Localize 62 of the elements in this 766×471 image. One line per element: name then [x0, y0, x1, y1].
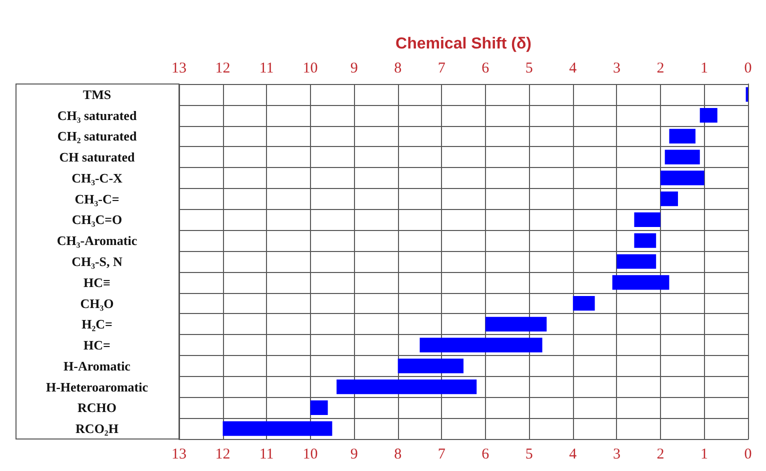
y-tick-label: CH₂ saturated	[57, 128, 138, 144]
bar	[660, 192, 678, 206]
bar	[700, 108, 718, 123]
y-tick-label: H-Aromatic	[64, 358, 131, 374]
bar	[420, 338, 542, 352]
bar	[310, 400, 328, 415]
bar	[572, 296, 595, 311]
bar	[660, 170, 704, 186]
x-tick-label: 10	[302, 446, 318, 462]
bar	[616, 254, 656, 269]
y-tick-label: TMS	[82, 86, 112, 102]
y-tick-label: CH₃-C-X	[72, 170, 124, 186]
x2-tick-label: 9	[350, 60, 358, 76]
x-tick-label: 5	[525, 446, 533, 462]
y-tick-label: H₂C=	[82, 316, 112, 332]
bar	[669, 128, 696, 144]
y-tick-label: CH₃C=O	[72, 212, 122, 228]
x2-tick-label: 10	[302, 60, 318, 76]
x2-tick-label: 12	[215, 60, 230, 76]
x2-tick-label: 11	[259, 60, 274, 76]
x2-tick-label: 2	[656, 60, 664, 76]
x-tick-label: 4	[569, 446, 578, 462]
bar	[398, 358, 464, 374]
x2-tick-label: 7	[438, 60, 446, 76]
x-tick-label: 8	[394, 446, 402, 462]
y-tick-label: CH₃-C=	[74, 191, 120, 206]
x-tick-label: 3	[612, 446, 620, 462]
x2-tick-label: 4	[569, 60, 578, 76]
x-tick-label: 1	[700, 446, 708, 462]
y-tick-label: CH₃-S, N	[72, 254, 124, 269]
x-tick-label: 13	[172, 446, 186, 462]
bar	[612, 275, 670, 290]
x-tick-label: 2	[656, 446, 664, 462]
y-tick-label: CH₃ saturated	[57, 108, 138, 123]
y-tick-label: CH₃O	[80, 296, 114, 311]
x-tick-label: 7	[438, 446, 446, 462]
bar	[336, 379, 477, 394]
x-tick-label: 11	[259, 446, 274, 462]
y-tick-label: RCHO	[78, 400, 116, 416]
x2-tick-label: 6	[482, 60, 490, 76]
y-tick-label: H-Heteroaromatic	[46, 379, 148, 394]
x-tick-label: 6	[482, 446, 490, 462]
y-tick-label: RCO₂H	[76, 421, 118, 436]
x2-axis-title: Chemical Shift (δ)	[396, 36, 532, 52]
x2-tick-label: 1	[700, 60, 708, 76]
x2-tick-label: 5	[525, 60, 533, 76]
x2-tick-label: 0	[744, 60, 752, 76]
bar	[634, 212, 660, 228]
x2-tick-label: 13	[172, 60, 186, 76]
y-tick-label: HC≡	[84, 274, 110, 290]
x2-tick-label: 3	[612, 60, 620, 76]
bar	[664, 150, 700, 164]
x-tick-label: 12	[215, 446, 230, 462]
x2-tick-label: 8	[394, 60, 402, 76]
bar	[634, 233, 656, 248]
y-tick-label: HC=	[84, 338, 110, 353]
x-tick-label: 0	[744, 446, 752, 462]
x-tick-label: 9	[350, 446, 358, 462]
y-tick-label: CH₃-Aromatic	[56, 233, 138, 248]
bar	[222, 421, 332, 436]
y-tick-label: CH saturated	[59, 150, 136, 165]
bar	[485, 316, 547, 332]
